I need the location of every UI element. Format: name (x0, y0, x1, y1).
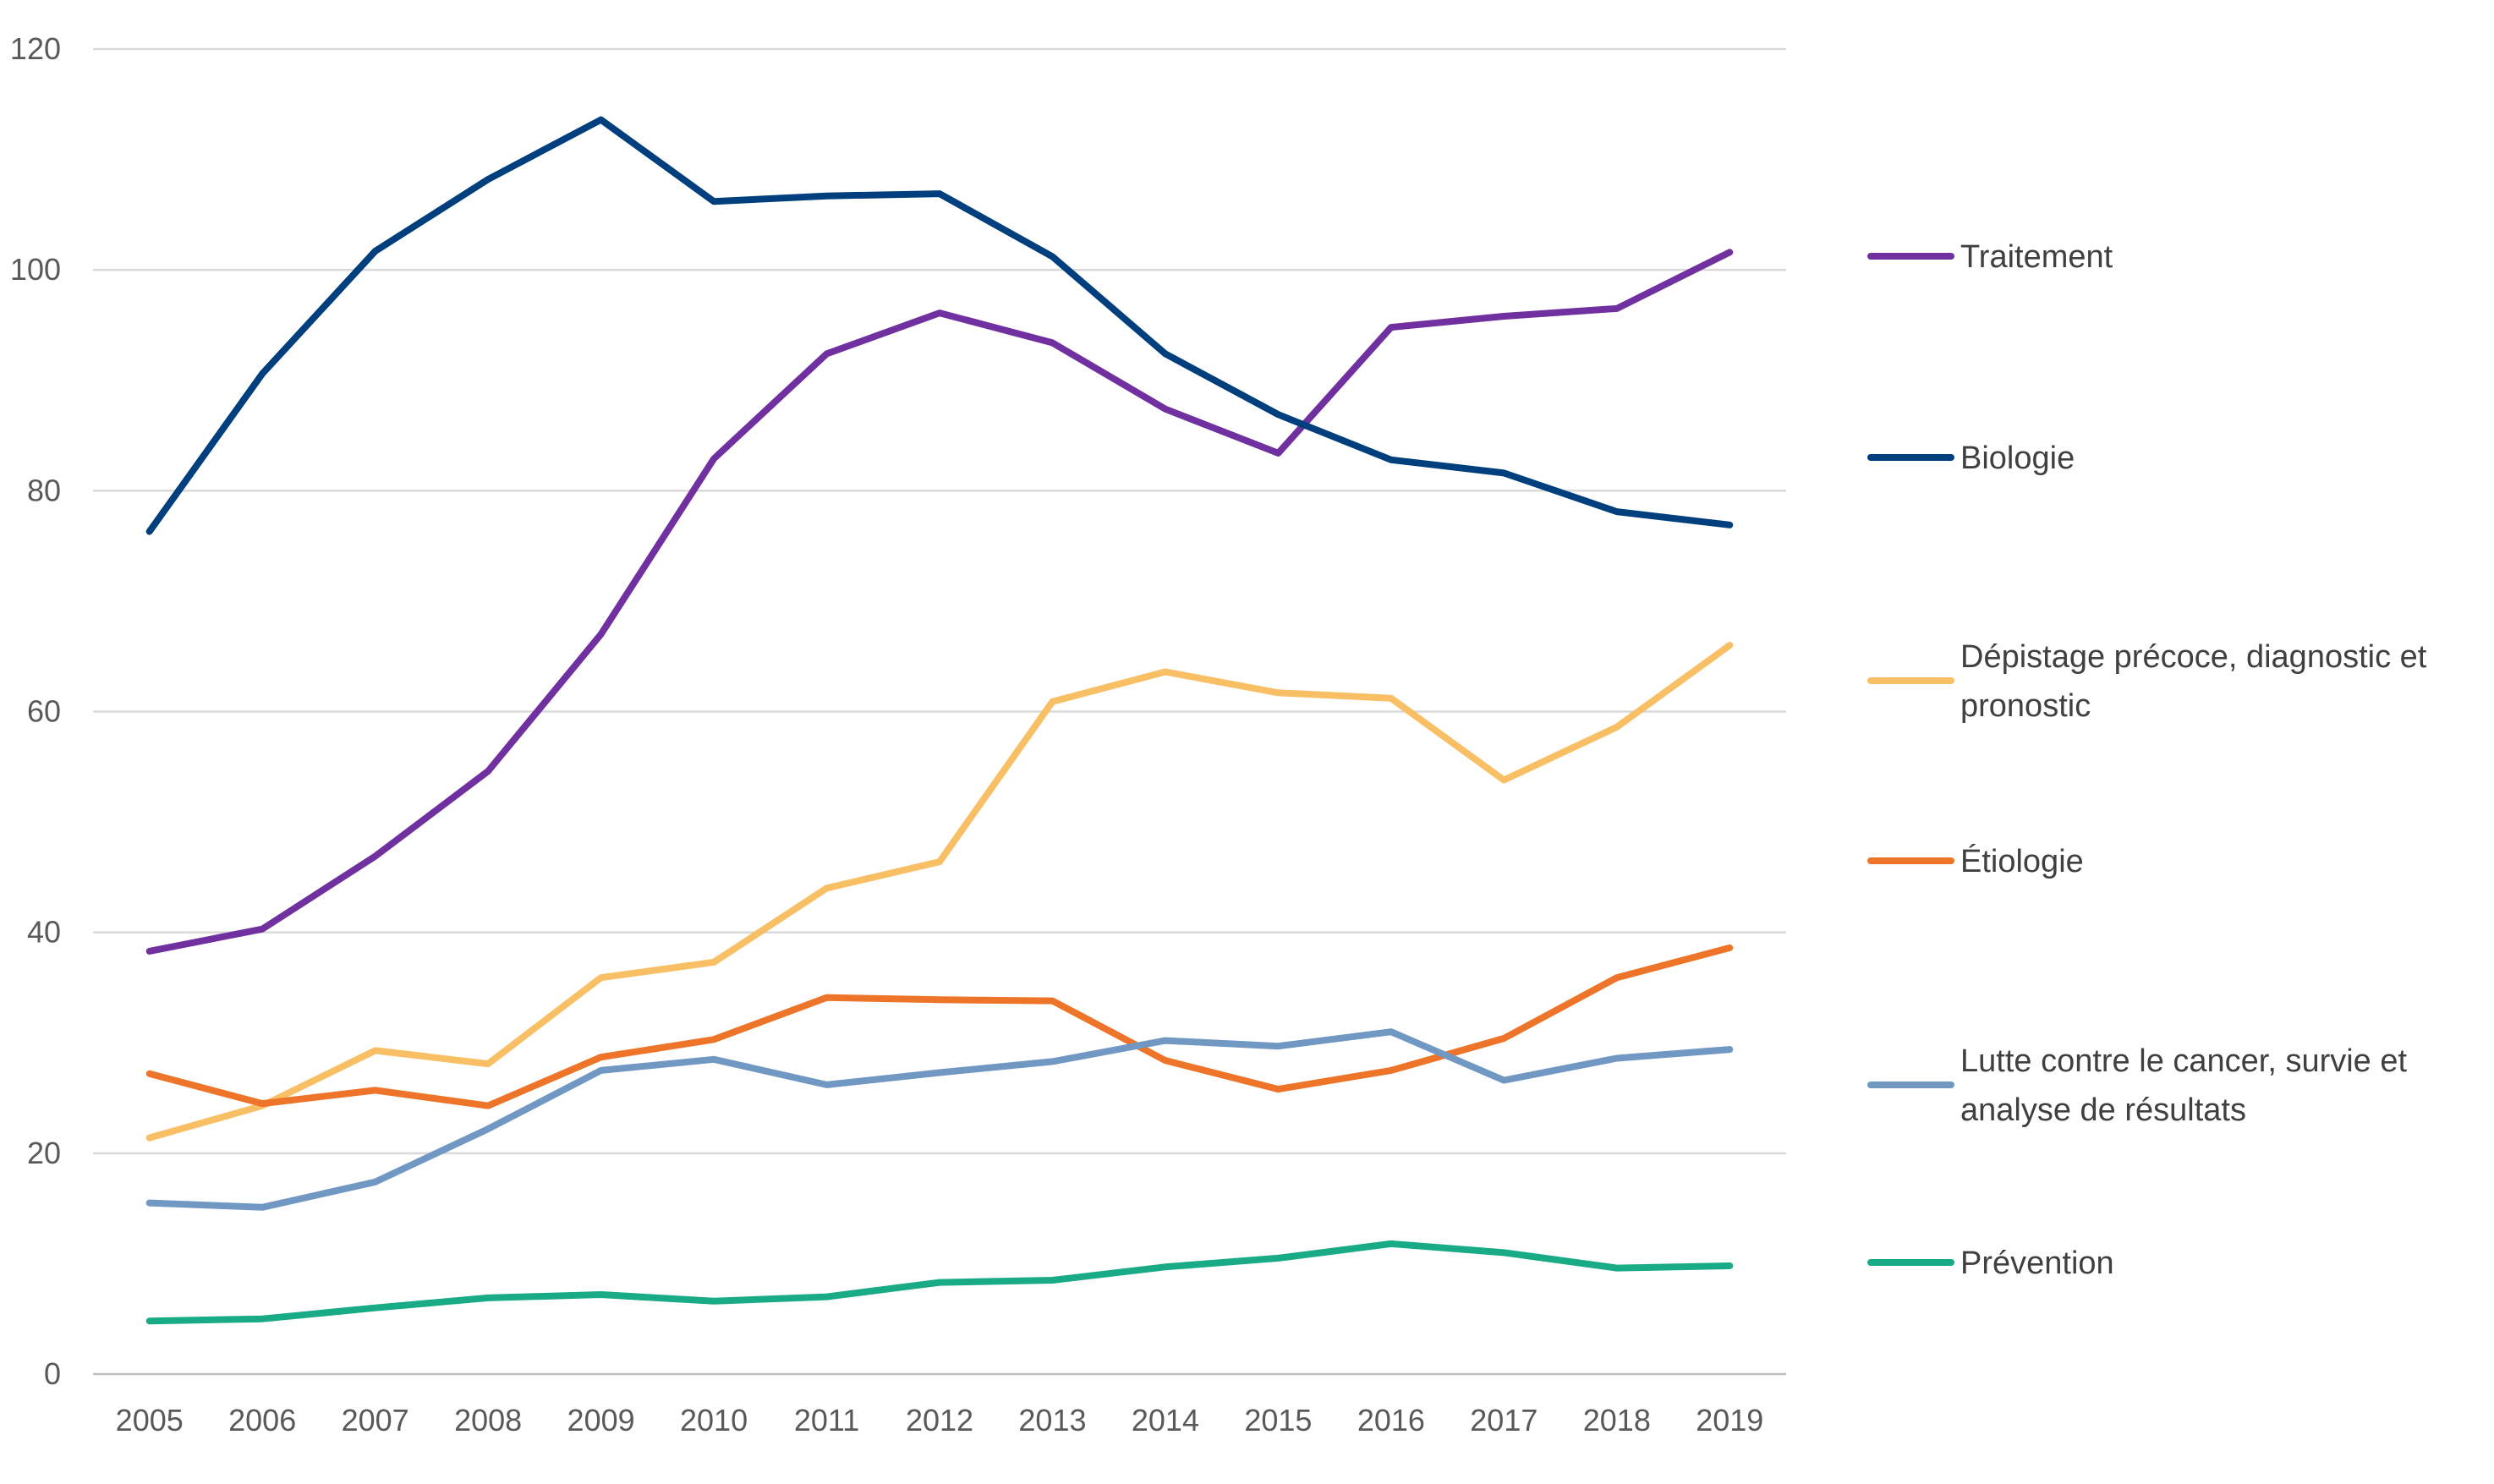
x-tick-label: 2018 (1583, 1403, 1651, 1437)
legend-label: Prévention (1960, 1246, 2114, 1281)
x-tick-label: 2014 (1132, 1403, 1199, 1437)
series-line-5 (145, 1028, 1734, 1211)
legend-entry: Prévention (1867, 1246, 2114, 1281)
legend-label: Étiologie (1960, 843, 2084, 879)
x-tick-label: 2007 (342, 1403, 409, 1437)
legend-label: pronostic (1960, 688, 2091, 724)
y-tick-label: 80 (27, 473, 61, 507)
x-tick-label: 2010 (680, 1403, 748, 1437)
gridlines (93, 47, 1786, 1376)
series-lines (145, 116, 1734, 1325)
x-tick-label: 2016 (1357, 1403, 1425, 1437)
y-axis: 0 20 40 60 80 100 120 (10, 31, 61, 1391)
legend-label: Traitement (1960, 239, 2113, 275)
x-axis: 2005 2006 2007 2008 2009 2010 2011 2012 2013 2014… (116, 1403, 1764, 1437)
x-tick-label: 2006 (228, 1403, 296, 1437)
x-tick-label: 2005 (116, 1403, 184, 1437)
legend-entry: Lutte contre le cancer, survie et analyse… (1867, 1043, 2408, 1128)
y-tick-label: 100 (10, 252, 61, 287)
x-tick-label: 2008 (454, 1403, 522, 1437)
legend-label: Biologie (1960, 441, 2075, 476)
legend-entry: Traitement (1867, 239, 2113, 275)
y-tick-label: 40 (27, 915, 61, 950)
legend-entry: Étiologie (1867, 843, 2084, 879)
series-line-4 (145, 944, 1734, 1109)
series-line-2 (145, 116, 1734, 535)
y-tick-label: 60 (27, 694, 61, 729)
x-tick-label: 2015 (1244, 1403, 1312, 1437)
legend-label: Dépistage précoce, diagnostic et (1960, 639, 2427, 675)
legend-entry: Biologie (1867, 441, 2075, 476)
series-line-1 (145, 249, 1734, 955)
x-tick-label: 2009 (567, 1403, 635, 1437)
x-tick-label: 2011 (794, 1403, 859, 1437)
legend-label: analyse de résultats (1960, 1092, 2246, 1128)
y-tick-label: 0 (44, 1356, 61, 1391)
x-tick-label: 2017 (1470, 1403, 1538, 1437)
legend: Traitement Biologie Dépistage précoce, dia… (1867, 239, 2427, 1281)
legend-entry: Dépistage précoce, diagnostic et pronosti… (1867, 639, 2427, 724)
series-line-3 (145, 642, 1734, 1142)
series-line-6 (145, 1240, 1734, 1325)
x-tick-label: 2019 (1696, 1403, 1763, 1437)
legend-label: Lutte contre le cancer, survie et (1960, 1043, 2408, 1079)
x-tick-label: 2013 (1018, 1403, 1086, 1437)
x-tick-label: 2012 (906, 1403, 973, 1437)
y-tick-label: 120 (10, 31, 61, 66)
y-tick-label: 20 (27, 1136, 61, 1170)
